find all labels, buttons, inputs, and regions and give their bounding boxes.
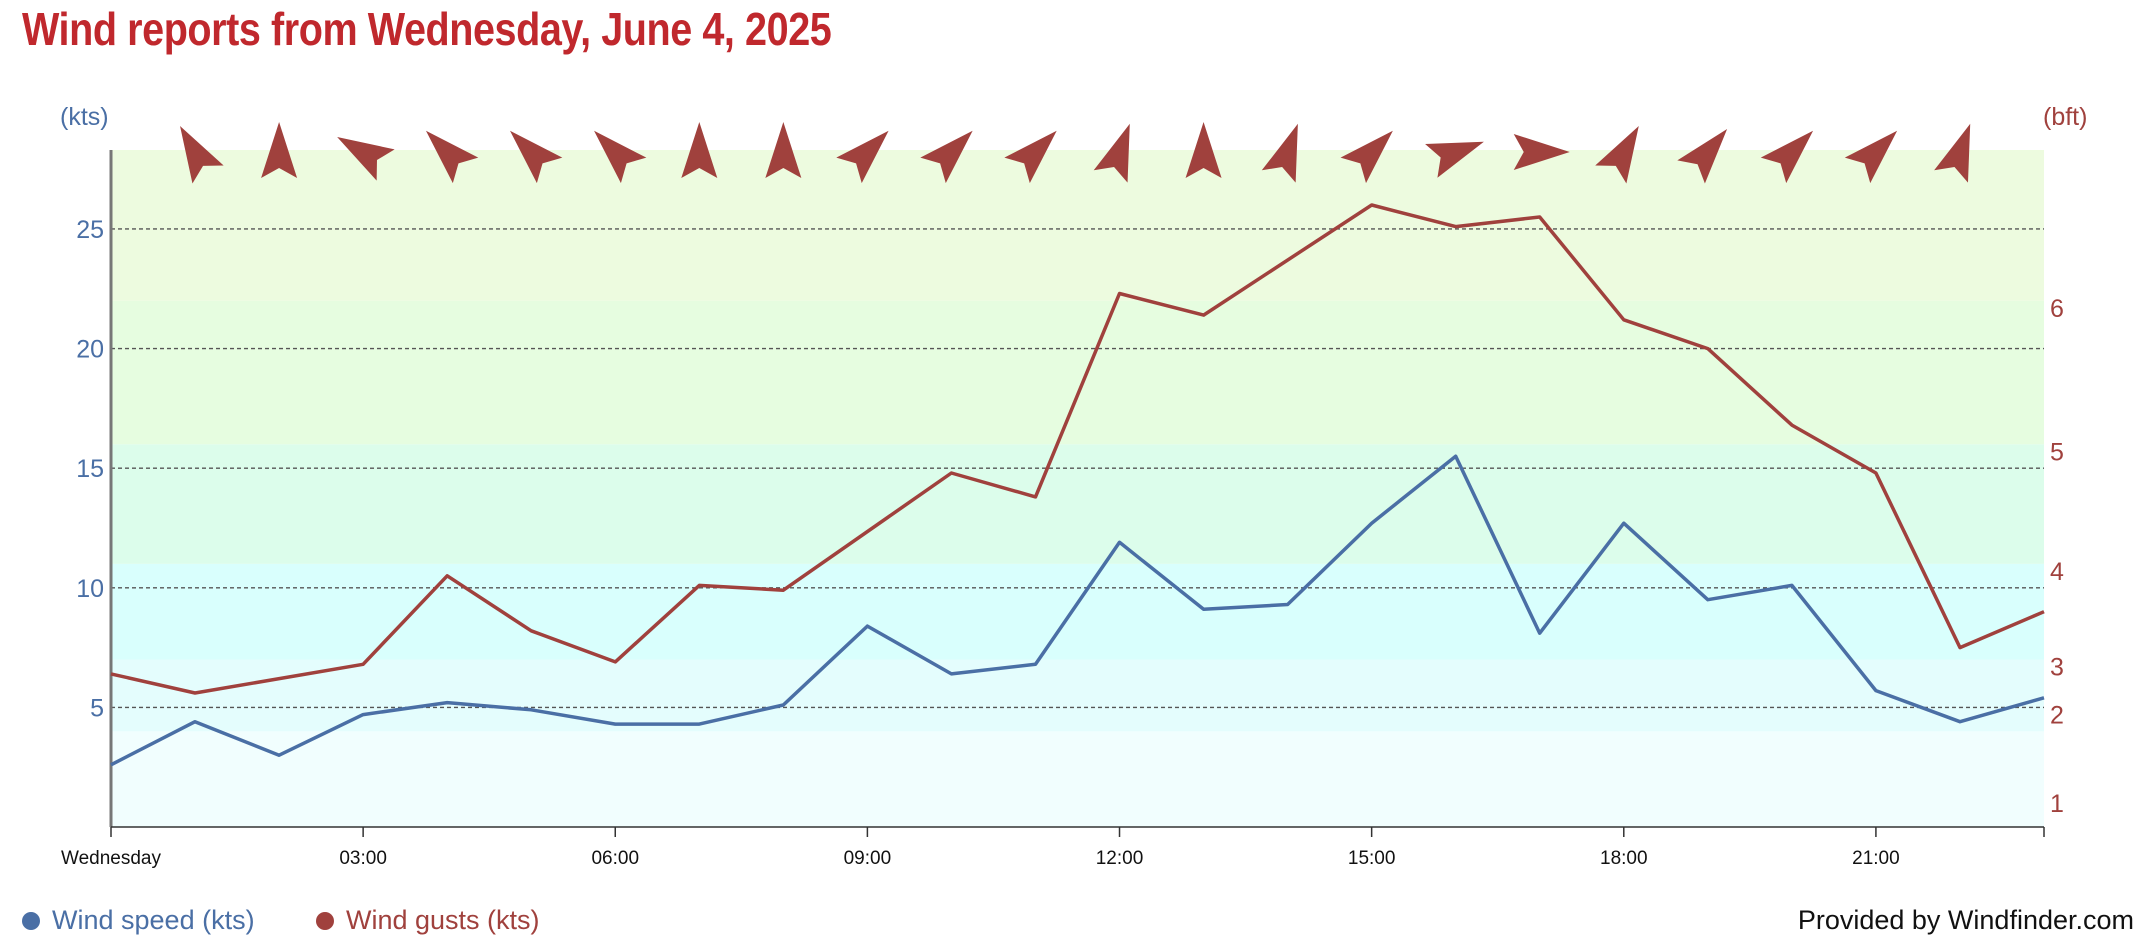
arrow-head xyxy=(1513,134,1570,170)
y-right-tick-label: 6 xyxy=(2050,295,2064,323)
provider-credit[interactable]: Provided by Windfinder.com xyxy=(1797,905,2134,935)
y-right-tick-label: 5 xyxy=(2050,438,2064,466)
wind-direction-arrow xyxy=(1004,130,1057,184)
wind-direction-arrow xyxy=(1760,130,1814,184)
axes xyxy=(109,150,2045,837)
wind-direction-arrow xyxy=(836,130,889,184)
series-lines xyxy=(110,203,2045,767)
y-right-tick-label: 3 xyxy=(2050,654,2064,682)
arrow-head xyxy=(261,122,298,178)
x-tick-label: 21:00 xyxy=(1852,848,1900,869)
bft-band-6 xyxy=(111,150,2044,301)
x-tick-label: 15:00 xyxy=(1348,848,1396,869)
y-left-tick-label: 5 xyxy=(90,694,104,722)
wind-direction-arrow xyxy=(1595,126,1639,184)
legend-wind-gusts[interactable]: Wind gusts (kts) xyxy=(316,905,540,936)
arrow-head xyxy=(594,130,647,184)
arrow-head xyxy=(681,122,718,178)
wind-direction-arrow xyxy=(765,122,802,178)
y-right-tick-label: 2 xyxy=(2050,702,2064,730)
wind-direction-arrow xyxy=(1261,123,1298,183)
y-right-unit-label: (bft) xyxy=(2043,103,2087,131)
axis-labels: 5 10 15 20 25 (kts) 1 2 3 4 5 6 (bft) Wednesday 03:00 0… xyxy=(60,103,2087,869)
arrow-head xyxy=(1185,122,1222,178)
bft-band-3 xyxy=(111,563,2044,660)
wind-direction-arrow xyxy=(681,122,718,178)
arrow-head xyxy=(836,130,889,184)
y-left-tick-label: 15 xyxy=(76,455,104,483)
wind-direction-arrow xyxy=(920,130,973,184)
bft-band-4 xyxy=(111,444,2044,564)
direction-arrows xyxy=(180,122,1971,184)
x-tick-label: 12:00 xyxy=(1096,848,1144,869)
wind-direction-arrow xyxy=(1513,134,1570,170)
x-tick-label: 18:00 xyxy=(1600,848,1648,869)
bft-band-2 xyxy=(111,659,2044,732)
arrow-head xyxy=(1004,130,1057,184)
arrow-head xyxy=(1677,129,1728,184)
chart-title: Wind reports from Wednesday, June 4, 202… xyxy=(22,3,832,55)
arrow-head xyxy=(1595,126,1639,184)
wind-direction-arrow xyxy=(1677,129,1728,184)
arrow-head xyxy=(1844,130,1898,184)
y-right-tick-label: 4 xyxy=(2050,558,2064,586)
wind-direction-arrow xyxy=(1185,122,1222,178)
legend-wind-speed[interactable]: Wind speed (kts) xyxy=(22,905,255,936)
arrow-head xyxy=(920,130,973,184)
arrow-head xyxy=(180,126,224,184)
arrow-head xyxy=(1261,123,1298,183)
arrow-head xyxy=(1340,130,1393,184)
wind-direction-arrow xyxy=(261,122,298,178)
wind-chart: 5 10 15 20 25 (kts) 1 2 3 4 5 6 (bft) Wednesday 03:00 0… xyxy=(60,103,2087,869)
beaufort-bands xyxy=(111,150,2044,827)
wind-direction-arrow xyxy=(1340,130,1393,184)
arrow-head xyxy=(1093,123,1130,183)
arrow-head xyxy=(337,137,395,181)
gridlines xyxy=(111,228,2044,709)
arrow-head xyxy=(1425,141,1484,178)
wind-gusts-line xyxy=(110,203,2045,695)
y-right-tick-label: 1 xyxy=(2050,790,2064,818)
arrow-head xyxy=(425,130,479,184)
bft-band-1 xyxy=(111,731,2044,827)
x-tick-label: 09:00 xyxy=(844,848,892,869)
x-tick-label: 06:00 xyxy=(591,848,639,869)
legend-speed-marker xyxy=(22,911,40,930)
y-left-unit-label: (kts) xyxy=(60,103,109,131)
wind-direction-arrow xyxy=(425,130,479,184)
wind-speed-line xyxy=(110,454,2045,767)
arrow-head xyxy=(1760,130,1814,184)
wind-direction-arrow xyxy=(594,130,647,184)
wind-direction-arrow xyxy=(1093,123,1130,183)
y-left-tick-label: 25 xyxy=(76,216,104,244)
y-left-tick-label: 10 xyxy=(76,575,104,603)
wind-direction-arrow xyxy=(1844,130,1898,184)
wind-direction-arrow xyxy=(1425,141,1484,178)
wind-direction-arrow xyxy=(337,137,395,181)
x-tick-label: Wednesday xyxy=(61,848,161,869)
legend-gusts-marker xyxy=(316,911,334,930)
bft-band-5 xyxy=(111,300,2044,445)
arrow-head xyxy=(765,122,802,178)
wind-direction-arrow xyxy=(180,126,224,184)
y-left-tick-label: 20 xyxy=(76,336,104,364)
x-tick-label: 03:00 xyxy=(339,848,387,869)
arrow-head xyxy=(1934,123,1971,183)
wind-direction-arrow xyxy=(1934,123,1971,183)
legend-gusts-label: Wind gusts (kts) xyxy=(346,905,540,935)
legend-speed-label: Wind speed (kts) xyxy=(52,905,255,935)
wind-direction-arrow xyxy=(510,130,563,184)
arrow-head xyxy=(510,130,563,184)
